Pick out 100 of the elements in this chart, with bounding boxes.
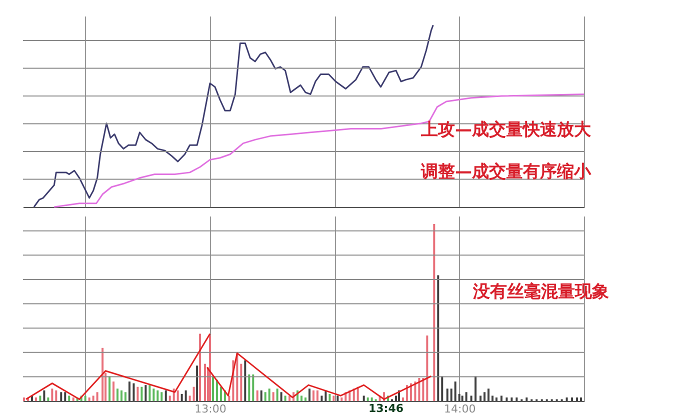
- bar: [308, 388, 310, 401]
- bar: [34, 397, 37, 401]
- bar: [96, 392, 98, 401]
- bar: [406, 385, 408, 401]
- bar: [102, 348, 104, 401]
- bar: [437, 275, 440, 401]
- bar: [336, 396, 339, 401]
- bar: [228, 396, 230, 401]
- bar: [414, 382, 416, 401]
- bar: [510, 397, 513, 401]
- bar: [140, 386, 143, 401]
- bar: [256, 390, 258, 401]
- bar: [55, 390, 58, 401]
- bar: [144, 385, 147, 401]
- x-tick-label: 14:00: [444, 402, 476, 416]
- bar: [164, 390, 167, 401]
- bar: [116, 388, 118, 401]
- annotation: 调整—成交量有序缩小: [420, 162, 592, 182]
- annotation: 上攻—成交量快速放大: [420, 120, 592, 140]
- bar: [128, 382, 130, 401]
- bar: [72, 397, 74, 401]
- bar: [108, 376, 111, 401]
- bar: [332, 396, 335, 401]
- bar: [340, 397, 343, 401]
- bar: [60, 392, 62, 401]
- bar: [320, 396, 323, 401]
- bar: [51, 388, 54, 401]
- bar: [120, 390, 122, 401]
- bar: [152, 388, 155, 401]
- bar: [484, 392, 486, 401]
- bar: [426, 336, 428, 401]
- bar: [112, 382, 115, 401]
- bar: [92, 396, 94, 401]
- bar: [212, 376, 214, 401]
- bar: [506, 397, 508, 401]
- bar: [402, 397, 404, 401]
- bar: [370, 397, 373, 401]
- bar: [84, 396, 86, 401]
- bar: [43, 390, 46, 401]
- bar: [576, 397, 578, 401]
- bar: [433, 224, 436, 401]
- bar: [441, 376, 444, 401]
- bar: [284, 396, 286, 401]
- bar: [500, 396, 502, 401]
- bar: [516, 397, 518, 401]
- bar: [571, 397, 574, 401]
- bar: [216, 380, 218, 401]
- bar: [248, 374, 250, 401]
- bar: [64, 392, 66, 401]
- bar: [192, 386, 195, 401]
- bar: [47, 397, 50, 401]
- bar: [176, 390, 179, 401]
- bar: [272, 392, 274, 401]
- bar: [454, 382, 456, 401]
- bar: [22, 397, 25, 401]
- bar: [461, 396, 464, 401]
- bar: [132, 383, 135, 401]
- x-tick-label: 13:00: [194, 402, 226, 416]
- bar: [220, 386, 222, 401]
- bar: [188, 396, 191, 401]
- bar: [209, 336, 211, 401]
- bar: [244, 360, 246, 401]
- bar: [88, 397, 90, 401]
- bar: [495, 397, 498, 401]
- bar: [240, 364, 242, 401]
- bar: [480, 396, 482, 401]
- bar: [280, 392, 282, 401]
- bar: [366, 397, 369, 401]
- bar: [260, 390, 262, 401]
- bar: [446, 388, 448, 401]
- bar: [288, 396, 291, 401]
- bar: [148, 385, 151, 401]
- bar: [168, 396, 171, 401]
- bar: [422, 378, 424, 401]
- bar: [204, 364, 206, 401]
- annotation: 没有丝毫混量现象: [472, 281, 609, 302]
- bar: [474, 376, 477, 401]
- bar: [136, 386, 139, 401]
- bar: [328, 394, 331, 401]
- bar: [465, 392, 468, 401]
- bar: [300, 396, 303, 401]
- bar: [470, 396, 472, 401]
- bar: [526, 397, 528, 401]
- bar: [491, 396, 494, 401]
- bar: [160, 392, 163, 401]
- bar: [488, 388, 490, 401]
- bar: [268, 388, 270, 401]
- bar: [316, 390, 318, 401]
- bar: [566, 397, 568, 401]
- bar: [180, 394, 183, 401]
- bar: [39, 396, 42, 401]
- bar: [324, 390, 327, 401]
- bar: [312, 390, 314, 401]
- bar: [458, 394, 460, 401]
- bar: [362, 396, 365, 401]
- bar: [304, 397, 306, 401]
- bar: [450, 388, 452, 401]
- bar: [184, 390, 187, 401]
- text: 13:46: [368, 402, 404, 415]
- bar: [199, 334, 202, 401]
